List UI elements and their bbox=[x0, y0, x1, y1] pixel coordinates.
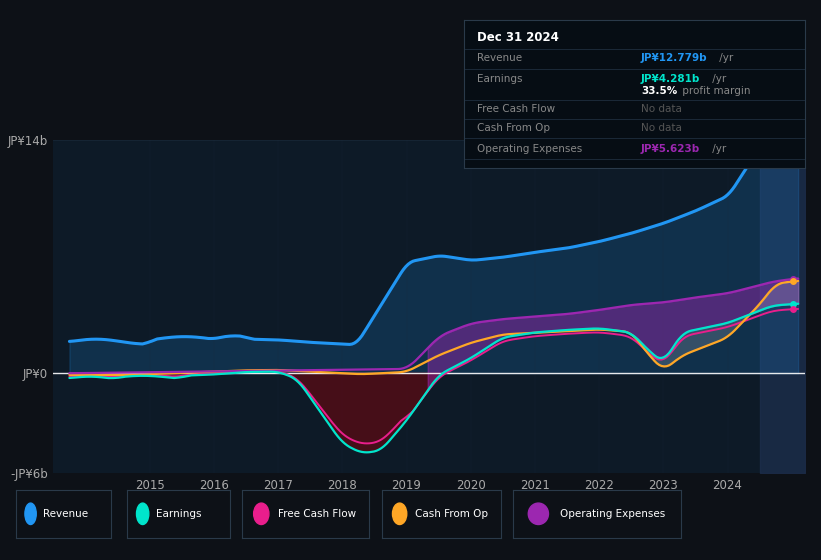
Text: profit margin: profit margin bbox=[678, 86, 750, 96]
Text: 33.5%: 33.5% bbox=[641, 86, 677, 96]
Text: Earnings: Earnings bbox=[156, 509, 201, 519]
Text: /yr: /yr bbox=[709, 144, 727, 153]
Ellipse shape bbox=[528, 503, 548, 525]
Text: Revenue: Revenue bbox=[43, 509, 88, 519]
Text: Operating Expenses: Operating Expenses bbox=[478, 144, 583, 153]
Text: JP¥12.779b: JP¥12.779b bbox=[641, 53, 708, 63]
Text: Earnings: Earnings bbox=[478, 74, 523, 84]
Text: Cash From Op: Cash From Op bbox=[478, 123, 551, 133]
Text: JP¥5.623b: JP¥5.623b bbox=[641, 144, 700, 153]
Text: Free Cash Flow: Free Cash Flow bbox=[478, 104, 556, 114]
Text: Dec 31 2024: Dec 31 2024 bbox=[478, 31, 559, 44]
Text: Cash From Op: Cash From Op bbox=[415, 509, 488, 519]
Ellipse shape bbox=[25, 503, 36, 525]
Text: JP¥4.281b: JP¥4.281b bbox=[641, 74, 700, 84]
Text: Revenue: Revenue bbox=[478, 53, 523, 63]
Text: No data: No data bbox=[641, 123, 682, 133]
Text: /yr: /yr bbox=[709, 74, 727, 84]
Ellipse shape bbox=[136, 503, 149, 525]
Ellipse shape bbox=[392, 503, 406, 525]
Text: No data: No data bbox=[641, 104, 682, 114]
Text: Operating Expenses: Operating Expenses bbox=[560, 509, 666, 519]
Ellipse shape bbox=[254, 503, 269, 525]
Text: Free Cash Flow: Free Cash Flow bbox=[277, 509, 356, 519]
Text: /yr: /yr bbox=[716, 53, 733, 63]
